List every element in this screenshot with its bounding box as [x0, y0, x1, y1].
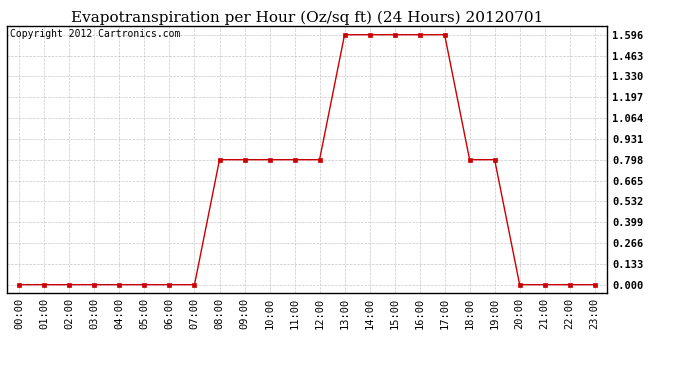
Text: Copyright 2012 Cartronics.com: Copyright 2012 Cartronics.com	[10, 29, 180, 39]
Title: Evapotranspiration per Hour (Oz/sq ft) (24 Hours) 20120701: Evapotranspiration per Hour (Oz/sq ft) (…	[71, 11, 543, 25]
